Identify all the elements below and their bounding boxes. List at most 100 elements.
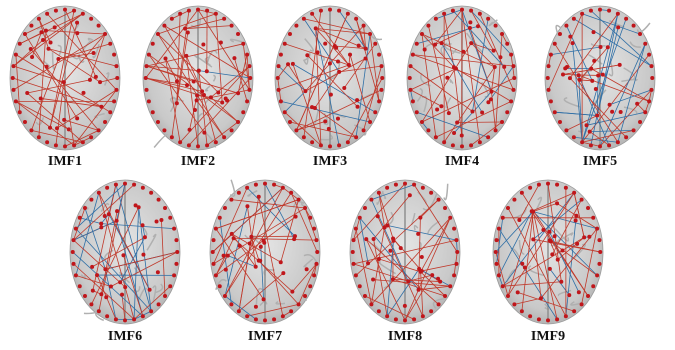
node [590, 79, 594, 83]
node [172, 227, 176, 231]
node [257, 195, 261, 199]
node [97, 191, 101, 195]
node [201, 42, 205, 46]
node [421, 186, 425, 190]
node [509, 99, 513, 103]
node [647, 53, 651, 57]
node [245, 204, 249, 208]
node [553, 234, 557, 238]
node [385, 314, 389, 318]
node [195, 98, 199, 102]
node [141, 186, 145, 190]
node [305, 53, 309, 57]
node [452, 227, 456, 231]
node [470, 109, 474, 113]
node [297, 302, 301, 306]
node [144, 76, 148, 80]
node [222, 17, 226, 21]
node [451, 143, 455, 147]
node [511, 88, 515, 92]
node [342, 86, 346, 90]
node [148, 288, 152, 292]
node [107, 212, 111, 216]
brain-panel: IMF1 [10, 6, 120, 169]
node [571, 41, 575, 45]
node [364, 57, 368, 61]
node [29, 24, 33, 28]
node [553, 110, 557, 114]
node [512, 76, 516, 80]
node [29, 47, 33, 51]
node [281, 186, 285, 190]
node [598, 144, 602, 148]
node [62, 80, 66, 84]
node [279, 99, 283, 103]
node [358, 284, 362, 288]
node [89, 135, 93, 139]
node [63, 8, 67, 12]
node [97, 309, 101, 313]
node [632, 24, 636, 28]
node [358, 216, 362, 220]
node [546, 318, 550, 322]
node [312, 227, 316, 231]
node [312, 273, 316, 277]
node [440, 41, 444, 45]
node [426, 24, 430, 28]
node [351, 250, 355, 254]
node [62, 118, 66, 122]
node [114, 183, 118, 187]
node [377, 99, 381, 103]
node [214, 273, 218, 277]
node [434, 135, 438, 139]
node [476, 24, 480, 28]
node [288, 120, 292, 124]
node [141, 223, 145, 227]
node [289, 309, 293, 313]
node [379, 88, 383, 92]
node [254, 183, 258, 187]
node [114, 64, 118, 68]
node [183, 27, 187, 31]
node [157, 302, 161, 306]
node [572, 135, 576, 139]
node [263, 318, 267, 322]
node [115, 209, 119, 213]
node [580, 12, 584, 16]
node [550, 252, 554, 256]
node [245, 53, 249, 57]
node [426, 128, 430, 132]
node [547, 230, 551, 234]
node [595, 114, 599, 118]
brain-panel: IMF7 [210, 180, 320, 344]
node [409, 88, 413, 92]
node [212, 262, 216, 266]
node [454, 262, 458, 266]
node [616, 25, 620, 29]
node [379, 64, 383, 68]
node [302, 17, 306, 21]
node [145, 88, 149, 92]
node [89, 198, 93, 202]
node [595, 227, 599, 231]
node [229, 198, 233, 202]
node [486, 17, 490, 21]
node [319, 143, 323, 147]
node [549, 53, 553, 57]
node [392, 239, 396, 243]
node [156, 32, 160, 36]
node [236, 120, 240, 124]
node [460, 8, 464, 12]
node [346, 140, 350, 144]
node [112, 53, 116, 57]
node [283, 42, 287, 46]
node [494, 24, 498, 28]
node [149, 191, 153, 195]
node [624, 17, 628, 21]
node [157, 198, 161, 202]
node [377, 309, 381, 313]
node [90, 265, 94, 269]
node [434, 17, 438, 21]
node [578, 78, 582, 82]
node [202, 131, 206, 135]
